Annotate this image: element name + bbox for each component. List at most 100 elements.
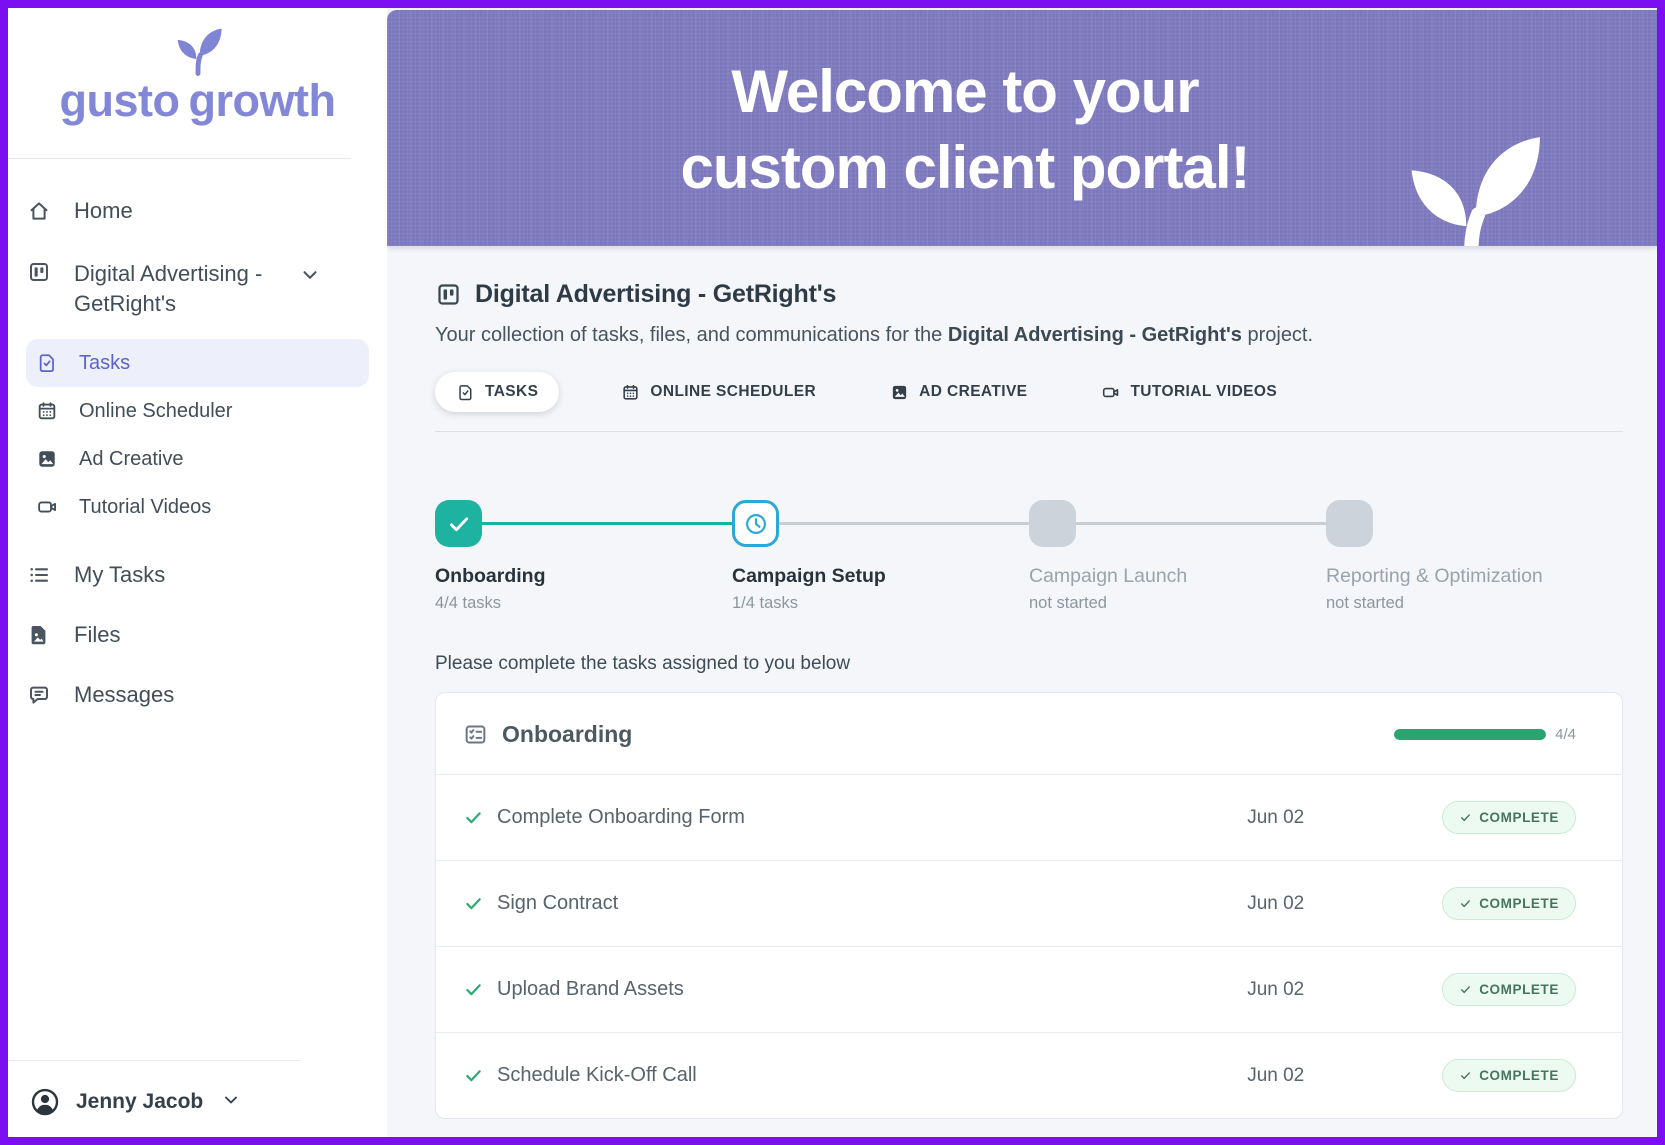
file-icon [26,622,52,648]
home-icon [26,198,52,224]
page-title: Digital Advertising - GetRight's [475,280,837,308]
tab-tutorial-videos[interactable]: TUTORIAL VIDEOS [1089,372,1289,412]
avatar-icon [30,1087,60,1117]
task-row[interactable]: Sign Contract Jun 02 COMPLETE [436,860,1622,946]
description-project-name: Digital Advertising - GetRight's [947,324,1242,346]
sidebar-nav: Home Digital Advertising - GetRight's Ta… [8,159,387,725]
step-connector [1076,521,1326,526]
main-area: Welcome to your custom client portal! Di… [387,8,1657,1137]
progress-bar [1394,729,1547,740]
user-name: Jenny Jacob [76,1090,204,1113]
sidebar-item-label: Files [74,622,121,648]
sidebar-user-section: Jenny Jacob [8,1060,387,1137]
status-badge: COMPLETE [1442,973,1576,1006]
brand-word-1: gusto [59,75,180,126]
status-badge-label: COMPLETE [1479,1068,1559,1083]
sidebar-item-label: Tutorial Videos [79,495,212,518]
sidebar-item-ad-creative[interactable]: Ad Creative [26,435,369,483]
task-name: Upload Brand Assets [497,978,684,1000]
page-description: Your collection of tasks, files, and com… [435,324,1623,347]
tab-label: AD CREATIVE [919,383,1028,400]
status-badge-label: COMPLETE [1479,896,1559,911]
calendar-icon [621,383,640,402]
brand-word-2: growth [188,75,336,126]
sidebar-item-tutorial-videos[interactable]: Tutorial Videos [26,483,369,531]
project-subnav: Tasks Online Scheduler Ad Creative Tutor… [26,339,369,531]
description-suffix: project. [1241,324,1314,346]
welcome-banner: Welcome to your custom client portal! [387,10,1657,246]
user-divider [8,1060,300,1061]
tab-online-scheduler[interactable]: ONLINE SCHEDULER [609,372,828,412]
tabs-divider [435,431,1623,432]
sidebar-item-project[interactable]: Digital Advertising - GetRight's [26,255,369,327]
step-onboarding: Onboarding 4/4 tasks [435,500,732,613]
sidebar-item-files[interactable]: Files [26,605,369,665]
sidebar-item-my-tasks[interactable]: My Tasks [26,545,369,605]
check-icon [463,807,484,828]
banner-title-line2: custom client portal! [680,134,1250,201]
sidebar-bottom-group: My Tasks Files Messages [26,545,369,725]
sidebar-item-label: Home [74,198,133,224]
sidebar-item-label: Ad Creative [79,447,184,470]
sidebar-item-label: Tasks [79,351,131,374]
task-due-date: Jun 02 [1247,1064,1305,1086]
check-icon [463,1065,484,1086]
tab-bar: TASKS ONLINE SCHEDULER AD CREATIVE TUTOR… [435,372,1623,412]
sprout-leaf-icon [172,24,224,76]
task-row[interactable]: Schedule Kick-Off Call Jun 02 COMPLETE [436,1032,1622,1118]
status-badge: COMPLETE [1442,801,1576,834]
sidebar-item-online-scheduler[interactable]: Online Scheduler [26,387,369,435]
task-check-icon [456,383,475,402]
sidebar-item-home[interactable]: Home [26,185,369,237]
sidebar-item-label: Messages [74,682,175,708]
sidebar-item-label: Online Scheduler [79,399,233,422]
task-check-icon [36,352,59,375]
tab-label: ONLINE SCHEDULER [650,383,817,400]
task-card-title: Onboarding [502,721,633,747]
chat-bubble-icon [26,682,52,708]
kanban-board-icon [26,259,52,285]
progress-fill [1394,729,1547,740]
tab-ad-creative[interactable]: AD CREATIVE [878,372,1039,412]
page-header: Digital Advertising - GetRight's [435,280,1623,309]
task-card-header: Onboarding 4/4 [436,693,1622,774]
sidebar-item-label: Digital Advertising - GetRight's [74,261,263,316]
task-name: Sign Contract [497,892,619,914]
step-campaign-launch: Campaign Launch not started [1029,500,1326,613]
step-connector [482,521,732,526]
content: Digital Advertising - GetRight's Your co… [387,280,1657,1119]
task-name: Complete Onboarding Form [497,806,745,828]
task-progress: 4/4 [1394,726,1576,743]
step-campaign-setup: Campaign Setup 1/4 tasks [732,500,1029,613]
step-sublabel: not started [1029,594,1107,612]
status-badge-label: COMPLETE [1479,810,1559,825]
checklist-icon [463,722,488,747]
task-row[interactable]: Upload Brand Assets Jun 02 COMPLETE [436,946,1622,1032]
sidebar-item-messages[interactable]: Messages [26,665,369,725]
sidebar-item-label: My Tasks [74,562,166,588]
sidebar-item-tasks[interactable]: Tasks [26,339,369,387]
chevron-down-icon [221,1090,241,1115]
tab-tasks[interactable]: TASKS [435,372,560,412]
step-complete-icon [435,500,482,547]
list-icon [26,562,52,588]
check-icon [463,893,484,914]
step-label: Campaign Setup [732,565,886,587]
step-reporting-optimization: Reporting & Optimization not started [1326,500,1623,613]
calendar-icon [36,400,59,423]
check-icon [463,979,484,1000]
user-menu[interactable]: Jenny Jacob [8,1061,387,1137]
image-icon [36,448,59,471]
chevron-down-icon[interactable] [299,264,321,292]
onboarding-task-card: Onboarding 4/4 Complete Onboarding Form … [435,692,1623,1119]
task-row[interactable]: Complete Onboarding Form Jun 02 COMPLETE [436,774,1622,860]
step-connector [779,521,1029,526]
status-badge: COMPLETE [1442,887,1576,920]
step-label: Campaign Launch [1029,565,1188,587]
tab-label: TUTORIAL VIDEOS [1130,383,1278,400]
sidebar-divider [8,158,351,159]
step-pending-node [1326,500,1373,547]
step-clock-icon [732,500,779,547]
phase-stepper: Onboarding 4/4 tasks Campaign Setup 1/4 … [435,500,1623,613]
tasks-instruction: Please complete the tasks assigned to yo… [435,653,851,674]
